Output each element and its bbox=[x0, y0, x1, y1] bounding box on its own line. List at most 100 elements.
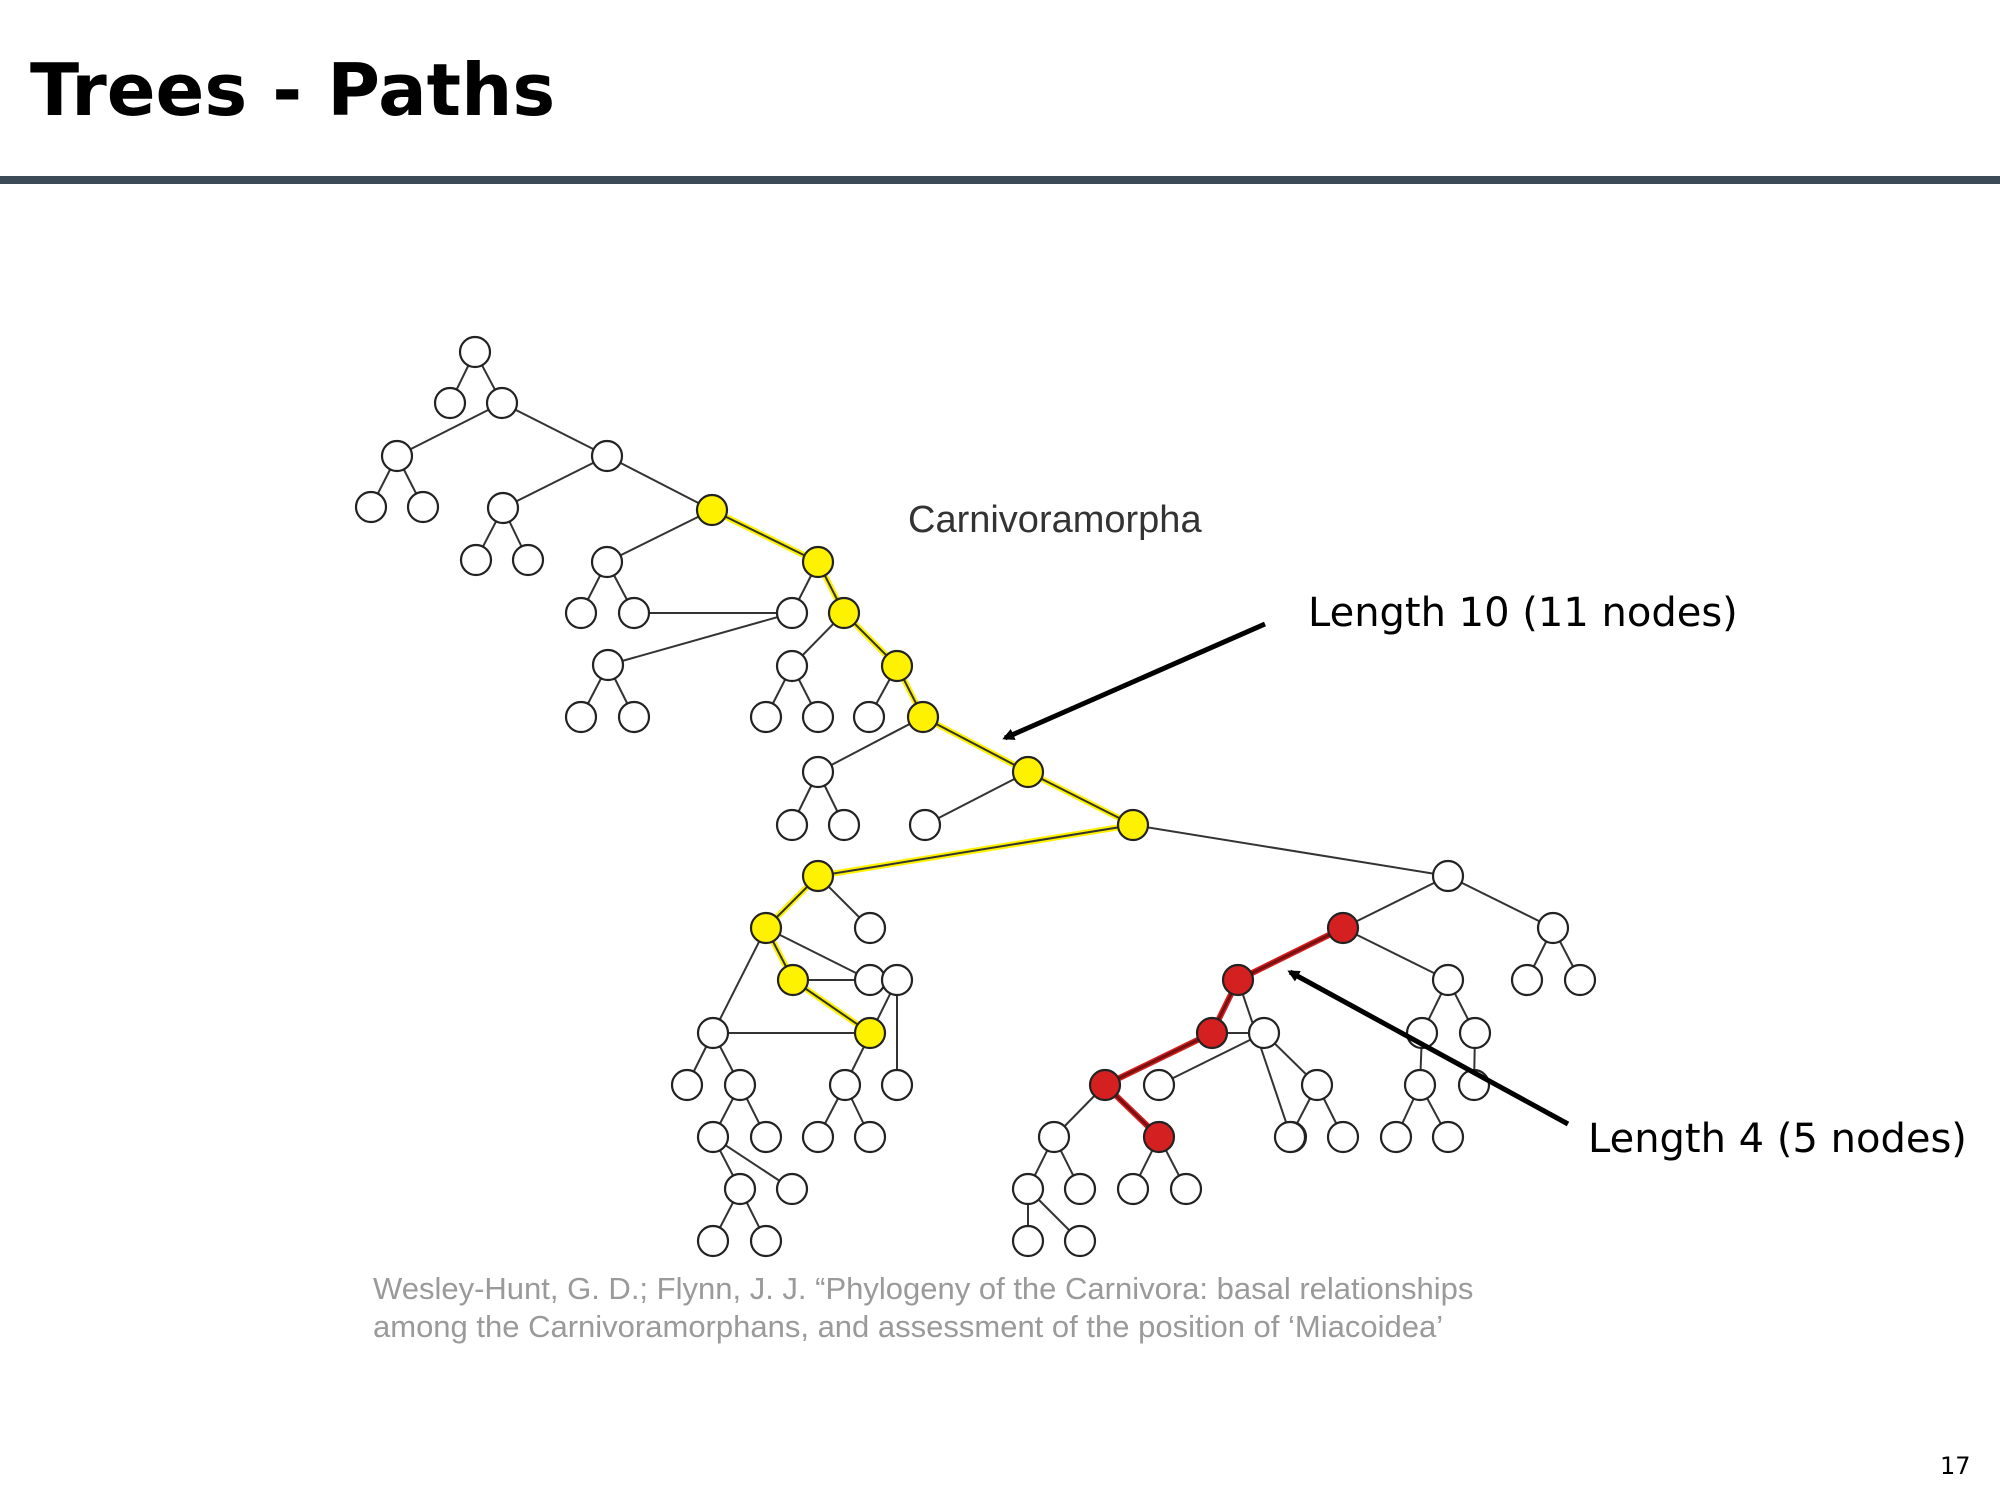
tree-node bbox=[908, 808, 942, 842]
long-path-node bbox=[749, 911, 783, 945]
long-path-node bbox=[853, 1016, 887, 1050]
tree-node bbox=[1326, 1120, 1360, 1154]
tree-node bbox=[828, 1068, 862, 1102]
tree-edge bbox=[765, 927, 871, 981]
tree-node bbox=[354, 490, 388, 524]
tree-node bbox=[1458, 1016, 1492, 1050]
tree-node bbox=[564, 596, 598, 630]
tree-node bbox=[591, 648, 625, 682]
tree-edge bbox=[501, 402, 608, 457]
page-number: 17 bbox=[1940, 1452, 1971, 1480]
short-path-node bbox=[1142, 1120, 1176, 1154]
clade-label: Carnivoramorpha bbox=[908, 499, 1202, 541]
tree-edge bbox=[396, 402, 503, 457]
long-path-node bbox=[827, 596, 861, 630]
short-path-node bbox=[1326, 911, 1360, 945]
short-path-annotation: Length 4 (5 nodes) bbox=[1588, 1116, 1967, 1162]
tree-node bbox=[459, 543, 493, 577]
tree-edge bbox=[1158, 1032, 1265, 1086]
long-path-annotation: Length 10 (11 nodes) bbox=[1308, 590, 1738, 636]
tree-node bbox=[1142, 1068, 1176, 1102]
tree-node bbox=[801, 700, 835, 734]
tree-edge bbox=[1342, 927, 1449, 981]
tree-node bbox=[1379, 1120, 1413, 1154]
short-path-node bbox=[1088, 1068, 1122, 1102]
tree-node bbox=[1247, 1016, 1281, 1050]
tree-node bbox=[696, 1120, 730, 1154]
tree-node bbox=[1431, 963, 1465, 997]
tree-edge bbox=[502, 455, 608, 509]
tree-node bbox=[1063, 1172, 1097, 1206]
short-path-node bbox=[1195, 1016, 1229, 1050]
tree-node bbox=[827, 808, 861, 842]
tree-node bbox=[801, 755, 835, 789]
tree-node bbox=[801, 1120, 835, 1154]
tree-edge bbox=[924, 771, 1029, 826]
tree-node bbox=[1063, 1224, 1097, 1258]
tree-node bbox=[1431, 859, 1465, 893]
tree-edge bbox=[817, 716, 924, 773]
tree-node bbox=[1536, 911, 1570, 945]
tree-edge bbox=[1104, 1031, 1213, 1087]
tree-node bbox=[486, 491, 520, 525]
tree-node bbox=[617, 596, 651, 630]
tree-node bbox=[1563, 963, 1597, 997]
tree-node bbox=[485, 386, 519, 420]
tree-node bbox=[853, 963, 887, 997]
tree-node bbox=[511, 543, 545, 577]
tree-node bbox=[1037, 1120, 1071, 1154]
tree-node bbox=[590, 545, 624, 579]
tree-edge bbox=[1342, 875, 1449, 929]
tree-node bbox=[1431, 1120, 1465, 1154]
tree-node bbox=[1510, 963, 1544, 997]
tree-node bbox=[1116, 1172, 1150, 1206]
tree-node bbox=[775, 1172, 809, 1206]
tree-node bbox=[852, 700, 886, 734]
tree-node bbox=[564, 700, 598, 734]
long-path-node bbox=[776, 963, 810, 997]
tree-node bbox=[749, 1120, 783, 1154]
long-path-node bbox=[906, 700, 940, 734]
tree-edges bbox=[370, 351, 1581, 1242]
citation-line-1: Wesley-Hunt, G. D.; Flynn, J. J. “Phylog… bbox=[373, 1271, 1474, 1306]
tree-node bbox=[1011, 1224, 1045, 1258]
tree-node bbox=[696, 1224, 730, 1258]
tree-node bbox=[406, 490, 440, 524]
tree-node bbox=[723, 1172, 757, 1206]
tree-edge bbox=[817, 824, 1134, 877]
tree-node bbox=[775, 808, 809, 842]
short-path-node bbox=[1221, 963, 1255, 997]
tree-node bbox=[853, 1120, 887, 1154]
citation: Wesley-Hunt, G. D.; Flynn, J. J. “Phylog… bbox=[373, 1270, 1473, 1346]
tree-edge bbox=[606, 455, 713, 511]
tree-node bbox=[380, 439, 414, 473]
citation-line-2: among the Carnivoramorphans, and assessm… bbox=[373, 1309, 1444, 1344]
tree-edge bbox=[1237, 926, 1344, 982]
long-path-node bbox=[880, 649, 914, 683]
tree-edge bbox=[922, 716, 1029, 773]
slide-title: Trees - Paths bbox=[30, 48, 556, 132]
tree-node bbox=[853, 911, 887, 945]
tree-node bbox=[749, 700, 783, 734]
tree-edge bbox=[606, 509, 713, 563]
tree-node bbox=[1403, 1068, 1437, 1102]
tree-node bbox=[433, 386, 467, 420]
tree-edge bbox=[1237, 979, 1292, 1138]
tree-node bbox=[1169, 1172, 1203, 1206]
tree-edge bbox=[711, 509, 819, 563]
tree-node bbox=[617, 700, 651, 734]
tree-node bbox=[880, 1068, 914, 1102]
tree-node bbox=[1273, 1120, 1307, 1154]
tree-node bbox=[880, 963, 914, 997]
long-path-node bbox=[1116, 808, 1150, 842]
long-path-node bbox=[801, 859, 835, 893]
tree-edge bbox=[712, 927, 767, 1034]
tree-node bbox=[775, 649, 809, 683]
tree-node bbox=[670, 1068, 704, 1102]
title-rule bbox=[0, 176, 2000, 184]
tree-node bbox=[1011, 1172, 1045, 1206]
tree-edge bbox=[607, 612, 793, 666]
tree-node bbox=[590, 439, 624, 473]
tree-node bbox=[723, 1068, 757, 1102]
